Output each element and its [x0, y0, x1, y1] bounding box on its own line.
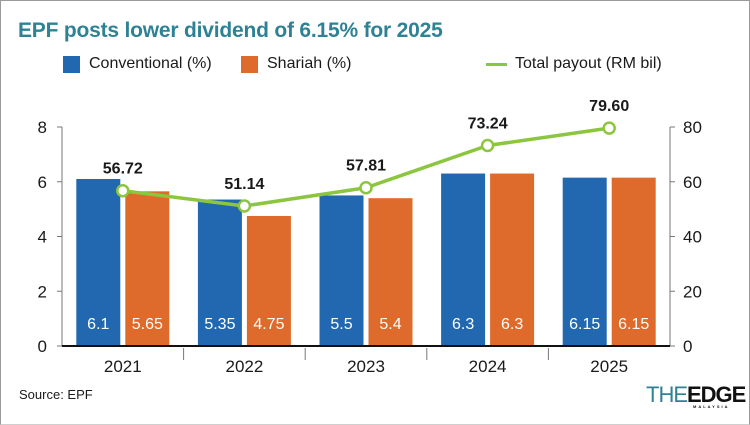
bar-label-shariah-2021: 5.65: [132, 316, 163, 333]
bar-conventional-2024: [441, 173, 486, 346]
total-payout-point-2025: [602, 121, 616, 135]
right-tick-label-80: 80: [683, 118, 702, 137]
total-payout-point-2021: [116, 183, 130, 198]
logo-edge: EDGE: [687, 382, 746, 407]
bar-label-conventional-2021: 6.1: [87, 316, 109, 333]
bar-shariah-2023: [368, 198, 413, 346]
right-tick-label-20: 20: [683, 282, 702, 301]
right-tick-label-40: 40: [683, 228, 702, 247]
legend-shariah-label: Shariah (%): [267, 55, 352, 72]
bar-conventional-2022: [197, 199, 242, 346]
legend-conventional-swatch: [63, 55, 80, 73]
logo-the: THE: [646, 382, 688, 407]
bar-shariah-2024: [490, 173, 535, 346]
right-tick-label-0: 0: [683, 337, 692, 356]
total-payout-point-2024: [480, 138, 495, 153]
legend-total-payout: Total payout (RM bil): [486, 55, 662, 73]
total-payout-point-2023: [359, 180, 373, 195]
bar-conventional-2023: [319, 195, 364, 346]
left-tick-label-6: 6: [38, 173, 47, 192]
legend-shariah-swatch: [241, 55, 258, 73]
bar-label-conventional-2025: 6.15: [569, 316, 600, 333]
bar-label-shariah-2025: 6.15: [618, 316, 649, 333]
the-edge-logo: THEEDGE: [646, 382, 746, 408]
total-payout-label-2025: 79.60: [589, 98, 629, 115]
bar-conventional-2025: [562, 177, 607, 346]
bar-shariah-2022: [246, 215, 291, 346]
total-payout-point-2022: [237, 199, 252, 213]
legend-shariah: Shariah (%): [241, 55, 351, 73]
x-tick-label-2025: 2025: [590, 357, 628, 376]
bar-label-shariah-2022: 4.75: [253, 316, 284, 333]
x-tick-label-2022: 2022: [225, 357, 263, 376]
chart-title: EPF posts lower dividend of 6.15% for 20…: [18, 19, 443, 42]
bar-shariah-2021: [125, 191, 170, 346]
x-tick-label-2023: 2023: [347, 357, 385, 376]
bar-label-shariah-2024: 6.3: [501, 316, 523, 333]
bar-label-conventional-2024: 6.3: [452, 316, 474, 333]
legend-total-payout-swatch: [486, 62, 507, 66]
bar-shariah-2025: [611, 177, 656, 346]
legend-total-payout-label: Total payout (RM bil): [515, 55, 662, 72]
x-tick-label-2021: 2021: [104, 357, 142, 376]
left-tick-label-4: 4: [38, 228, 47, 247]
total-payout-label-2024: 73.24: [468, 116, 508, 133]
right-tick-label-60: 60: [683, 173, 702, 192]
total-payout-label-2021: 56.72: [103, 161, 143, 178]
source-note: Source: EPF: [19, 387, 93, 402]
total-payout-label-2022: 51.14: [224, 176, 264, 193]
bar-label-conventional-2022: 5.35: [204, 316, 235, 333]
total-payout-label-2023: 57.81: [346, 158, 386, 175]
bar-label-shariah-2023: 5.4: [379, 316, 401, 333]
bar-label-conventional-2023: 5.5: [330, 316, 352, 333]
legend-conventional-label: Conventional (%): [89, 55, 212, 72]
legend-conventional: Conventional (%): [63, 55, 212, 73]
x-tick-label-2024: 2024: [469, 357, 507, 376]
left-tick-label-2: 2: [38, 282, 47, 301]
left-tick-label-8: 8: [38, 118, 47, 137]
bar-conventional-2021: [76, 179, 121, 346]
logo-subtitle: MALAYSIA: [693, 404, 730, 409]
left-tick-label-0: 0: [38, 337, 47, 356]
